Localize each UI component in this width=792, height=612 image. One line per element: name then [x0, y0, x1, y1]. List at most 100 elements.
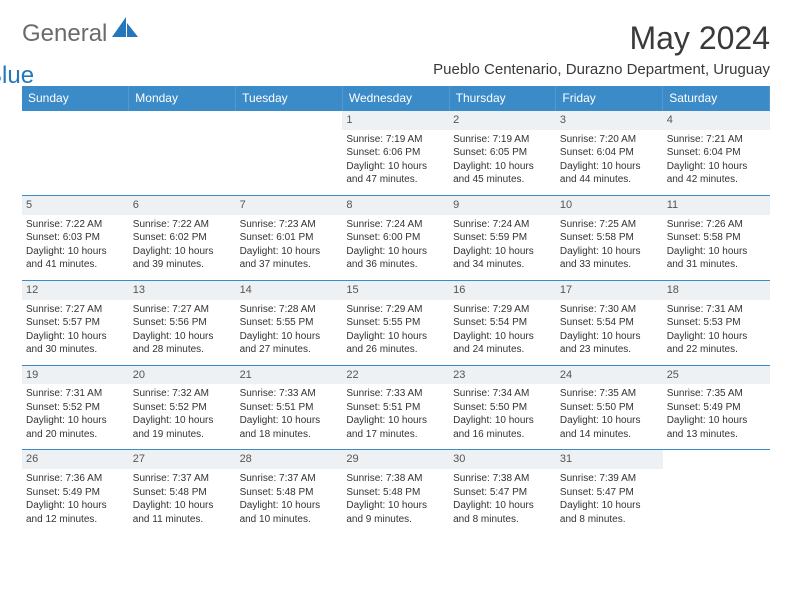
- day-number: 22: [342, 366, 449, 385]
- calendar-day: 20Sunrise: 7:32 AMSunset: 5:52 PMDayligh…: [129, 365, 236, 450]
- sunset-label: Sunset:: [453, 402, 490, 413]
- day-number: 16: [449, 281, 556, 300]
- sunset-label: Sunset:: [240, 317, 277, 328]
- sunrise-value: 7:35 AM: [706, 388, 743, 399]
- sunrise-label: Sunrise:: [133, 473, 172, 484]
- day-number: 20: [129, 366, 236, 385]
- sunrise-label: Sunrise:: [667, 304, 706, 315]
- sunset-label: Sunset:: [560, 317, 597, 328]
- sunset-value: 5:58 PM: [703, 232, 740, 243]
- calendar-day: 5Sunrise: 7:22 AMSunset: 6:03 PMDaylight…: [22, 195, 129, 280]
- sunset-label: Sunset:: [453, 232, 490, 243]
- sunset-label: Sunset:: [240, 402, 277, 413]
- sunrise-value: 7:38 AM: [386, 473, 423, 484]
- day-header: Sunday: [22, 86, 129, 111]
- day-number: 3: [556, 111, 663, 130]
- sunrise-label: Sunrise:: [240, 473, 279, 484]
- day-info: Sunrise: 7:33 AMSunset: 5:51 PMDaylight:…: [346, 387, 445, 441]
- sunset-value: 6:02 PM: [169, 232, 206, 243]
- sunset-value: 6:01 PM: [276, 232, 313, 243]
- sunset-label: Sunset:: [26, 232, 63, 243]
- sunset-label: Sunset:: [560, 232, 597, 243]
- sunrise-value: 7:32 AM: [172, 388, 209, 399]
- logo-text-blue: Blue: [0, 62, 34, 89]
- daylight-label: Daylight:: [26, 500, 68, 511]
- sunrise-label: Sunrise:: [453, 134, 492, 145]
- day-info: Sunrise: 7:39 AMSunset: 5:47 PMDaylight:…: [560, 472, 659, 526]
- daylight-label: Daylight:: [346, 500, 388, 511]
- sunrise-value: 7:30 AM: [599, 304, 636, 315]
- sunrise-label: Sunrise:: [346, 219, 385, 230]
- sunset-value: 5:47 PM: [597, 487, 634, 498]
- sunrise-label: Sunrise:: [26, 388, 65, 399]
- day-info: Sunrise: 7:38 AMSunset: 5:47 PMDaylight:…: [453, 472, 552, 526]
- sunrise-value: 7:22 AM: [65, 219, 102, 230]
- daylight-label: Daylight:: [240, 500, 282, 511]
- day-number: 2: [449, 111, 556, 130]
- daylight-label: Daylight:: [240, 415, 282, 426]
- day-info: Sunrise: 7:22 AMSunset: 6:03 PMDaylight:…: [26, 218, 125, 272]
- calendar-day: 19Sunrise: 7:31 AMSunset: 5:52 PMDayligh…: [22, 365, 129, 450]
- sunrise-label: Sunrise:: [240, 388, 279, 399]
- sunset-label: Sunset:: [453, 487, 490, 498]
- daylight-label: Daylight:: [453, 246, 495, 257]
- daylight-label: Daylight:: [346, 331, 388, 342]
- day-info: Sunrise: 7:31 AMSunset: 5:52 PMDaylight:…: [26, 387, 125, 441]
- day-header-row: SundayMondayTuesdayWednesdayThursdayFrid…: [22, 86, 770, 111]
- sunset-value: 5:53 PM: [703, 317, 740, 328]
- sunset-value: 5:50 PM: [597, 402, 634, 413]
- sunset-value: 5:51 PM: [383, 402, 420, 413]
- day-number: 10: [556, 196, 663, 215]
- calendar-week: 1 Sunrise: 7:19 AMSunset: 6:06 PMDaylight…: [22, 111, 770, 196]
- calendar-day: 1 Sunrise: 7:19 AMSunset: 6:06 PMDaylight…: [342, 111, 449, 196]
- sunrise-value: 7:33 AM: [279, 388, 316, 399]
- location-subtitle: Pueblo Centenario, Durazno Department, U…: [433, 61, 770, 78]
- day-info: Sunrise: 7:20 AMSunset: 6:04 PMDaylight:…: [560, 133, 659, 187]
- calendar-day: 11Sunrise: 7:26 AMSunset: 5:58 PMDayligh…: [663, 195, 770, 280]
- daylight-label: Daylight:: [240, 246, 282, 257]
- calendar-day: 31Sunrise: 7:39 AMSunset: 5:47 PMDayligh…: [556, 450, 663, 534]
- sunrise-value: 7:29 AM: [386, 304, 423, 315]
- day-info: Sunrise: 7:29 AMSunset: 5:54 PMDaylight:…: [453, 303, 552, 357]
- daylight-label: Daylight:: [560, 415, 602, 426]
- sunset-value: 6:00 PM: [383, 232, 420, 243]
- day-info: Sunrise: 7:27 AMSunset: 5:57 PMDaylight:…: [26, 303, 125, 357]
- sunrise-label: Sunrise:: [346, 388, 385, 399]
- sunrise-label: Sunrise:: [453, 473, 492, 484]
- sunrise-label: Sunrise:: [560, 134, 599, 145]
- daylight-label: Daylight:: [26, 415, 68, 426]
- day-info: Sunrise: 7:25 AMSunset: 5:58 PMDaylight:…: [560, 218, 659, 272]
- sunset-label: Sunset:: [453, 317, 490, 328]
- sunset-value: 5:48 PM: [383, 487, 420, 498]
- sunrise-label: Sunrise:: [346, 473, 385, 484]
- calendar-day: 25Sunrise: 7:35 AMSunset: 5:49 PMDayligh…: [663, 365, 770, 450]
- sunrise-label: Sunrise:: [453, 388, 492, 399]
- day-info: Sunrise: 7:19 AMSunset: 6:05 PMDaylight:…: [453, 133, 552, 187]
- sunrise-value: 7:19 AM: [386, 134, 423, 145]
- daylight-label: Daylight:: [560, 161, 602, 172]
- sunset-label: Sunset:: [667, 147, 704, 158]
- day-number: 13: [129, 281, 236, 300]
- sunset-label: Sunset:: [560, 487, 597, 498]
- day-number: 29: [342, 450, 449, 469]
- sunset-value: 6:03 PM: [63, 232, 100, 243]
- daylight-label: Daylight:: [453, 500, 495, 511]
- sunrise-value: 7:29 AM: [493, 304, 530, 315]
- sunrise-label: Sunrise:: [26, 473, 65, 484]
- day-info: Sunrise: 7:28 AMSunset: 5:55 PMDaylight:…: [240, 303, 339, 357]
- calendar-day: [236, 111, 343, 196]
- sunset-value: 5:59 PM: [490, 232, 527, 243]
- calendar-day: [129, 111, 236, 196]
- day-header: Saturday: [663, 86, 770, 111]
- logo: General Blue: [22, 20, 140, 76]
- calendar-day: 6Sunrise: 7:22 AMSunset: 6:02 PMDaylight…: [129, 195, 236, 280]
- sunrise-value: 7:28 AM: [279, 304, 316, 315]
- sunset-value: 5:47 PM: [490, 487, 527, 498]
- day-info: Sunrise: 7:19 AMSunset: 6:06 PMDaylight:…: [346, 133, 445, 187]
- day-info: Sunrise: 7:29 AMSunset: 5:55 PMDaylight:…: [346, 303, 445, 357]
- day-number: 1: [342, 111, 449, 130]
- sunset-value: 5:52 PM: [169, 402, 206, 413]
- day-number: 8: [342, 196, 449, 215]
- sunrise-value: 7:24 AM: [386, 219, 423, 230]
- sunrise-label: Sunrise:: [560, 473, 599, 484]
